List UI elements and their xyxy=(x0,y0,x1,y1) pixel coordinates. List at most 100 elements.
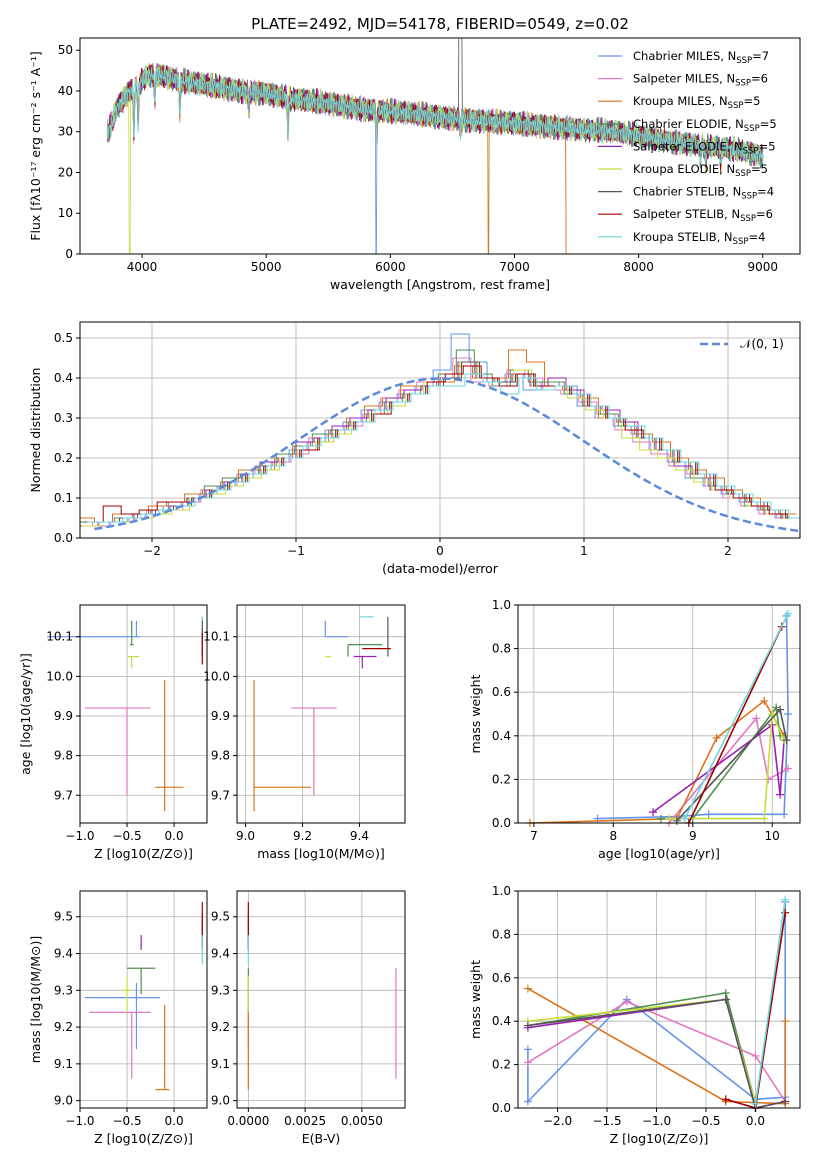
x-axis-label: E(B-V) xyxy=(302,1131,341,1146)
y-tick-label: 9.5 xyxy=(54,910,73,924)
x-tick-label: 4000 xyxy=(127,260,158,274)
y-tick-label: 9.0 xyxy=(54,1094,73,1108)
histogram-series xyxy=(80,333,794,527)
mass-weight-series-line xyxy=(597,615,789,820)
axes-frame xyxy=(236,890,406,1109)
x-tick-label: 9.2 xyxy=(293,829,312,843)
x-tick-label: 9000 xyxy=(747,260,778,274)
data-point-marker xyxy=(704,810,713,819)
legend-entry-text: =4 xyxy=(757,185,774,199)
panel-residual_histogram: −2 −1 0 1 2 0.0 0.1 0.2 0.3 0.4 0.5 (data-model)/er… xyxy=(28,321,801,576)
x-axis-label: Z [log10(Z/Z⊙)] xyxy=(610,1131,709,1146)
legend-entry-text: Kroupa MILES, N xyxy=(633,94,728,108)
y-tick-label: 0.3 xyxy=(54,411,73,425)
y-tick-label: 30 xyxy=(58,125,73,139)
legend-entry: Salpeter MILES, NSSP=6 xyxy=(633,72,768,89)
y-tick-label: 10 xyxy=(58,206,73,220)
legend-entry-subscript: SSP xyxy=(744,124,760,134)
legend-entry-subscript: SSP xyxy=(733,237,749,247)
axes-frame xyxy=(517,890,801,1109)
data-point-marker xyxy=(751,1099,760,1108)
data-point-marker xyxy=(776,790,785,799)
y-axis-label: mass weight xyxy=(468,674,483,753)
y-tick-label: 0.0 xyxy=(492,1101,511,1115)
x-axis-label: age [log10(age/yr)] xyxy=(598,846,720,861)
data-point-marker xyxy=(523,1097,532,1106)
y-tick-label: 0.6 xyxy=(492,685,511,699)
legend-entry-text: =5 xyxy=(760,117,777,131)
mass-weight-series-line xyxy=(527,998,786,1109)
legend-entry-text: =6 xyxy=(756,207,773,221)
x-axis-label: wavelength [Angstrom, rest frame] xyxy=(330,277,550,292)
y-tick-label: 0.2 xyxy=(492,1058,511,1072)
mass-weight-series-line xyxy=(652,723,785,813)
mass-weight-series-line xyxy=(688,626,783,824)
legend-entry: Salpeter ELODIE, NSSP=5 xyxy=(633,139,776,156)
legend-entry: Salpeter STELIB, NSSP=6 xyxy=(633,207,773,224)
y-tick-label: 9.5 xyxy=(211,910,230,924)
legend-entry: Kroupa STELIB, NSSP=4 xyxy=(633,230,765,247)
figure-title: PLATE=2492, MJD=54178, FIBERID=0549, z=0… xyxy=(251,15,629,33)
axes-frame xyxy=(79,37,801,255)
x-tick-label: 6000 xyxy=(375,260,406,274)
legend-entry-text: Salpeter ELODIE, N xyxy=(633,139,743,153)
x-tick-label: 1 xyxy=(580,544,588,558)
y-tick-label: 0.8 xyxy=(492,642,511,656)
y-tick-label: 10.1 xyxy=(203,630,230,644)
y-axis-label: mass [log10(M/M⊙)] xyxy=(28,936,43,1064)
data-point-marker xyxy=(656,814,665,823)
legend-entry-text: Chabrier MILES, N xyxy=(633,49,736,63)
y-tick-label: 9.3 xyxy=(211,983,230,997)
x-tick-label: −2.0 xyxy=(543,1114,572,1128)
y-tick-label: 9.9 xyxy=(211,709,230,723)
y-tick-label: 20 xyxy=(58,165,73,179)
legend-entry-subscript: SSP xyxy=(736,56,752,66)
mass-weight-series-line xyxy=(527,992,757,1104)
histogram-series xyxy=(80,349,797,523)
panel-age_vs_Z: −1.0 −0.5 0.0 9.7 9.8 9.9 10.0 10.1 Z [log10(Z/Z… xyxy=(18,604,208,861)
y-tick-label: 50 xyxy=(58,43,73,57)
x-tick-label: 8 xyxy=(610,829,618,843)
mass-weight-series-line xyxy=(754,899,786,1104)
x-tick-label: −0.5 xyxy=(112,1114,141,1128)
y-tick-label: 10.0 xyxy=(46,669,73,683)
mass-weight-series-line xyxy=(527,998,757,1104)
y-tick-label: 10.0 xyxy=(203,669,230,683)
data-point-marker xyxy=(523,984,532,993)
data-point-marker xyxy=(664,814,673,823)
x-tick-label: −1.0 xyxy=(642,1114,671,1128)
normal-curve xyxy=(94,377,800,533)
y-tick-label: 9.1 xyxy=(211,1057,230,1071)
histogram-series xyxy=(81,361,800,527)
x-tick-label: 5000 xyxy=(251,260,282,274)
spectrum-series-line xyxy=(106,63,567,254)
y-tick-label: 9.4 xyxy=(211,947,230,961)
y-tick-label: 9.7 xyxy=(54,788,73,802)
panel-mass_weight_vs_age: 7 8 9 10 0.0 0.2 0.4 0.6 0.8 1.0 age [log10(age/yr… xyxy=(468,598,801,861)
x-axis-label: (data-model)/error xyxy=(382,561,499,576)
y-tick-label: 9.8 xyxy=(54,749,73,763)
plot-area xyxy=(525,609,793,827)
legend-entry: 𝒩(0, 1) xyxy=(740,337,784,351)
legend-entry-text: =6 xyxy=(751,72,768,86)
data-point-marker xyxy=(622,997,631,1006)
y-tick-label: 0.4 xyxy=(54,371,73,385)
axes-frame xyxy=(517,604,801,824)
data-point-marker xyxy=(784,609,793,618)
histogram-series xyxy=(85,365,800,523)
y-tick-label: 0 xyxy=(65,247,73,261)
plot-area xyxy=(253,616,391,812)
x-tick-label: 0 xyxy=(436,544,444,558)
legend-entry-text: =5 xyxy=(743,94,760,108)
y-tick-label: 9.3 xyxy=(54,983,73,997)
y-tick-label: 9.0 xyxy=(211,1094,230,1108)
x-tick-label: −1.0 xyxy=(65,1114,94,1128)
legend-entry-subscript: SSP xyxy=(735,169,751,179)
data-point-marker xyxy=(523,1058,532,1067)
mass-weight-series-line xyxy=(668,713,785,820)
histogram-series xyxy=(80,349,799,523)
x-tick-label: −1.0 xyxy=(65,829,94,843)
legend-entry-subscript: SSP xyxy=(743,146,759,156)
x-tick-label: 8000 xyxy=(623,260,654,274)
x-tick-label: 2 xyxy=(724,544,732,558)
